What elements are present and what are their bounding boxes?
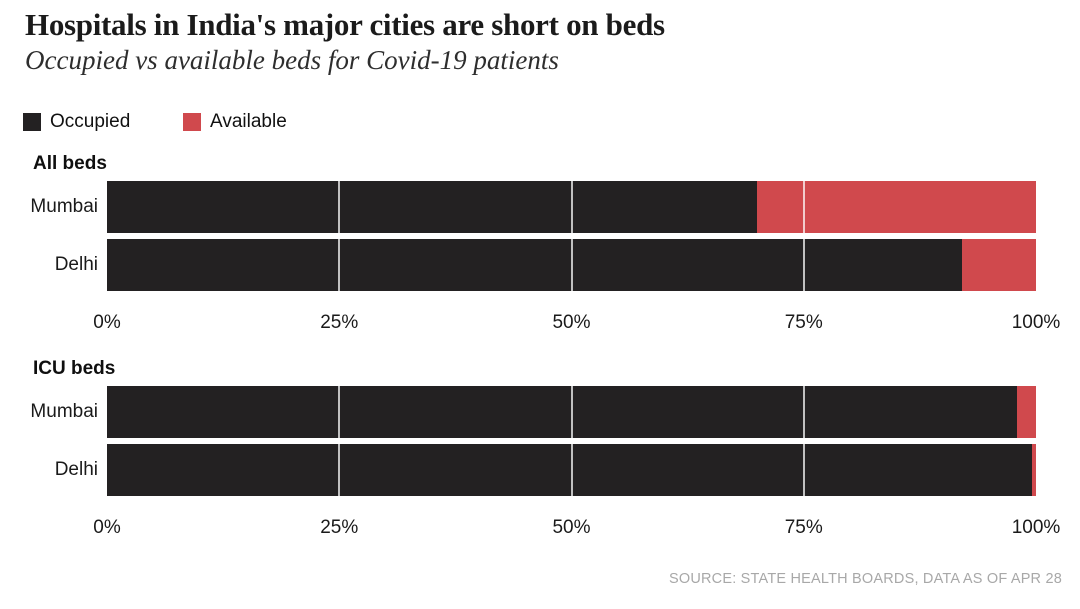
bar-track <box>107 239 1036 291</box>
axis-tick: 25% <box>320 312 359 333</box>
chart-page: Hospitals in India's major cities are sh… <box>0 8 1080 609</box>
axis-tick: 75% <box>784 312 823 333</box>
x-axis: 0% 25% 50% 75% 100% <box>93 502 1060 558</box>
gridline <box>802 181 805 233</box>
bar-row: Mumbai <box>0 386 1080 438</box>
bar-segment-occupied <box>107 386 1018 438</box>
legend-label: Occupied <box>50 111 131 132</box>
bar-category-label: Delhi <box>54 254 98 275</box>
gridline <box>570 386 573 438</box>
gridline <box>338 181 341 233</box>
bar-segment-occupied <box>107 239 962 291</box>
chart-sections: All beds Mumbai Delhi 0% 25% 50% 75% 100% ICU be… <box>0 153 1080 558</box>
chart-title: Hospitals in India's major cities are sh… <box>25 7 665 42</box>
bar-category-label: Mumbai <box>30 196 98 217</box>
bar-track <box>107 181 1036 233</box>
gridline <box>570 239 573 291</box>
legend-item-available: Available <box>183 111 287 133</box>
axis-tick: 0% <box>93 312 121 333</box>
bar-segment-available <box>757 181 1036 233</box>
axis-tick: 75% <box>784 517 823 538</box>
occupied-swatch-icon <box>23 113 41 131</box>
gridline <box>338 444 341 496</box>
axis-tick: 50% <box>552 517 591 538</box>
source-note: SOURCE: STATE HEALTH BOARDS, DATA AS OF … <box>668 571 1062 587</box>
bar-segment-occupied <box>107 181 758 233</box>
gridline <box>338 386 341 438</box>
gridline <box>570 444 573 496</box>
gridline <box>802 239 805 291</box>
chart-subtitle: Occupied vs available beds for Covid-19 … <box>25 45 559 75</box>
x-axis: 0% 25% 50% 75% 100% <box>93 297 1060 353</box>
gridline <box>802 386 805 438</box>
section-title: ICU beds <box>33 358 116 379</box>
axis-tick: 100% <box>1011 312 1061 333</box>
gridline <box>338 239 341 291</box>
legend: Occupied Available <box>23 111 1080 133</box>
chart-section: All beds Mumbai Delhi 0% 25% 50% 75% 100% <box>0 153 1080 353</box>
bar-row: Mumbai <box>0 181 1080 233</box>
chart-section: ICU beds Mumbai Delhi 0% 25% 50% 75% 100% <box>0 358 1080 558</box>
bar-segment-available <box>961 239 1036 291</box>
bar-segment-available <box>1017 386 1036 438</box>
available-swatch-icon <box>183 113 201 131</box>
axis-tick: 100% <box>1011 517 1061 538</box>
axis-tick: 25% <box>320 517 359 538</box>
axis-tick: 0% <box>93 517 121 538</box>
gridline <box>802 444 805 496</box>
section-title: All beds <box>33 153 107 174</box>
bar-row: Delhi <box>0 444 1080 496</box>
bar-track <box>107 386 1036 438</box>
bar-track <box>107 444 1036 496</box>
legend-label: Available <box>210 111 287 132</box>
bar-category-label: Delhi <box>54 459 98 480</box>
bar-category-label: Mumbai <box>30 401 98 422</box>
gridline <box>570 181 573 233</box>
bar-segment-available <box>1032 444 1036 496</box>
bar-row: Delhi <box>0 239 1080 291</box>
bar-segment-occupied <box>107 444 1033 496</box>
legend-item-occupied: Occupied <box>23 111 183 133</box>
axis-tick: 50% <box>552 312 591 333</box>
